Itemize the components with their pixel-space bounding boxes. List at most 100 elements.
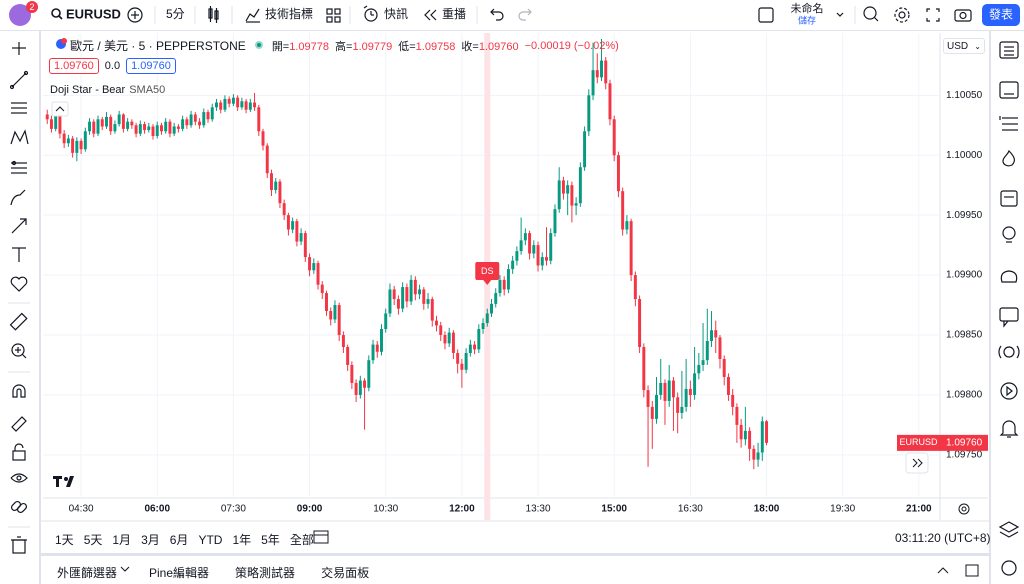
annotation-marker[interactable]: DS — [475, 262, 500, 285]
candle-body — [299, 233, 303, 242]
avatar[interactable]: 2 — [9, 1, 38, 26]
news-button[interactable] — [999, 116, 1018, 131]
chart-title: 歐元 / 美元 · 5 · PEPPERSTONE — [70, 39, 246, 53]
chart-header: 歐元 / 美元 · 5 · PEPPERSTONE 開=1.09778 高=1.0… — [70, 37, 619, 54]
ideas-button[interactable] — [1002, 226, 1016, 243]
panel-expand-button[interactable] — [937, 567, 949, 574]
price-change: −0.00019 (−0.02%) — [524, 39, 619, 52]
collapse-legend-button[interactable] — [51, 101, 69, 117]
measure-tool[interactable] — [9, 312, 28, 331]
range-button[interactable]: 1天 — [55, 533, 74, 547]
prediction-tool[interactable] — [11, 160, 27, 174]
range-button[interactable]: 5天 — [83, 533, 103, 547]
zoom-tool[interactable] — [11, 343, 27, 359]
candle-body — [83, 131, 87, 150]
ohlc-label: 收= — [461, 40, 479, 53]
range-button[interactable]: 1年 — [232, 533, 252, 547]
indicators-button[interactable]: 技術指標 — [265, 6, 313, 21]
candle-body — [219, 102, 223, 110]
range-button[interactable]: 全部 — [289, 533, 314, 547]
range-button[interactable]: YTD — [198, 532, 223, 547]
object-tree-button[interactable] — [998, 521, 1020, 538]
fib-tool[interactable] — [11, 102, 27, 114]
candle-body — [367, 360, 371, 388]
bottom-tab[interactable]: 策略測試器 — [235, 566, 296, 580]
bid-price[interactable]: 1.09760 — [49, 58, 99, 74]
indicators-icon[interactable] — [245, 8, 260, 23]
hotlist-button[interactable] — [1002, 149, 1015, 167]
candle-body — [79, 140, 83, 150]
publish-button[interactable]: 發表 — [982, 4, 1020, 26]
bottom-tab[interactable]: Pine編輯器 — [149, 566, 210, 580]
candle-body — [722, 358, 726, 377]
crosshair-tool[interactable] — [12, 42, 26, 55]
interval[interactable]: 5分 — [166, 7, 185, 21]
screener-chevron[interactable] — [120, 566, 130, 572]
replay-icon[interactable] — [424, 9, 437, 21]
layout-menu-chevron[interactable] — [836, 12, 844, 17]
candle-body — [341, 335, 345, 347]
bottom-tab[interactable]: 交易面板 — [321, 566, 370, 580]
save-label[interactable]: 儲存 — [798, 14, 816, 25]
layout-icon[interactable] — [758, 7, 774, 23]
fullscreen-button[interactable] — [926, 8, 940, 22]
magnet-tool[interactable] — [12, 384, 26, 398]
broadcast-button[interactable] — [1000, 382, 1018, 400]
delete-tool[interactable] — [11, 536, 27, 554]
range-button[interactable]: 5年 — [261, 533, 280, 547]
replay-button[interactable]: 重播 — [442, 7, 466, 21]
symbol-search[interactable] — [51, 8, 63, 20]
panel-maximize-button[interactable] — [965, 564, 979, 577]
time-axis-settings[interactable] — [958, 503, 970, 515]
range-button[interactable]: 1月 — [112, 533, 132, 547]
snapshot-button[interactable] — [954, 9, 972, 22]
symbol[interactable]: EURUSD — [66, 6, 121, 21]
alerts-button[interactable]: 快訊 — [384, 6, 408, 21]
calendar-button[interactable] — [1000, 190, 1018, 207]
pattern-tool[interactable] — [10, 129, 29, 145]
compare-button[interactable] — [127, 7, 143, 23]
alerts-icon[interactable] — [363, 5, 378, 22]
currency-selector[interactable]: USD ⌄ — [943, 38, 985, 54]
settings-button[interactable] — [894, 7, 910, 23]
signals-button[interactable] — [998, 345, 1020, 359]
price-tag-value-bg — [940, 434, 988, 451]
brush-tool[interactable] — [10, 189, 26, 206]
link-tool[interactable] — [10, 500, 28, 514]
icon-tool[interactable] — [10, 276, 28, 292]
layout-name[interactable]: 未命名 — [791, 1, 824, 15]
x-tick-label: 13:30 — [526, 504, 551, 515]
scroll-right-button[interactable] — [905, 452, 929, 474]
arrow-tool[interactable] — [11, 218, 27, 234]
streams-button[interactable] — [1000, 270, 1018, 283]
candle-body — [202, 112, 206, 126]
text-tool[interactable] — [12, 247, 26, 262]
trend-line-tool[interactable] — [9, 70, 29, 90]
spread: 0.0 — [104, 60, 121, 72]
candle-body — [566, 185, 570, 194]
layouts-button[interactable] — [326, 8, 341, 23]
hide-tool[interactable] — [10, 473, 28, 483]
undo-button[interactable] — [490, 8, 504, 21]
chats-button[interactable] — [999, 307, 1019, 328]
chart-type-button[interactable] — [208, 6, 219, 23]
date-range-button[interactable] — [313, 530, 329, 544]
details-button[interactable] — [999, 81, 1019, 99]
range-button[interactable]: 6月 — [169, 533, 189, 547]
candle-body — [528, 233, 532, 254]
indicator-name[interactable]: Doji Star - Bear — [50, 84, 126, 96]
watchlist-button[interactable] — [999, 41, 1019, 59]
lock-tool[interactable] — [12, 443, 26, 461]
candle-body — [227, 98, 231, 104]
alerts-panel-button[interactable] — [999, 420, 1019, 438]
help-button[interactable] — [1001, 560, 1017, 576]
range-button[interactable]: 3月 — [141, 533, 160, 547]
bottom-tab[interactable]: 外匯篩選器 — [57, 566, 118, 580]
redo-button[interactable] — [518, 8, 532, 21]
indicator-name[interactable]: SMA50 — [129, 84, 166, 96]
candle-body — [676, 397, 680, 413]
candle-body — [291, 221, 295, 230]
stay-drawing-tool[interactable] — [11, 416, 27, 432]
ask-price[interactable]: 1.09760 — [126, 58, 176, 74]
quick-search-button[interactable] — [863, 6, 879, 22]
